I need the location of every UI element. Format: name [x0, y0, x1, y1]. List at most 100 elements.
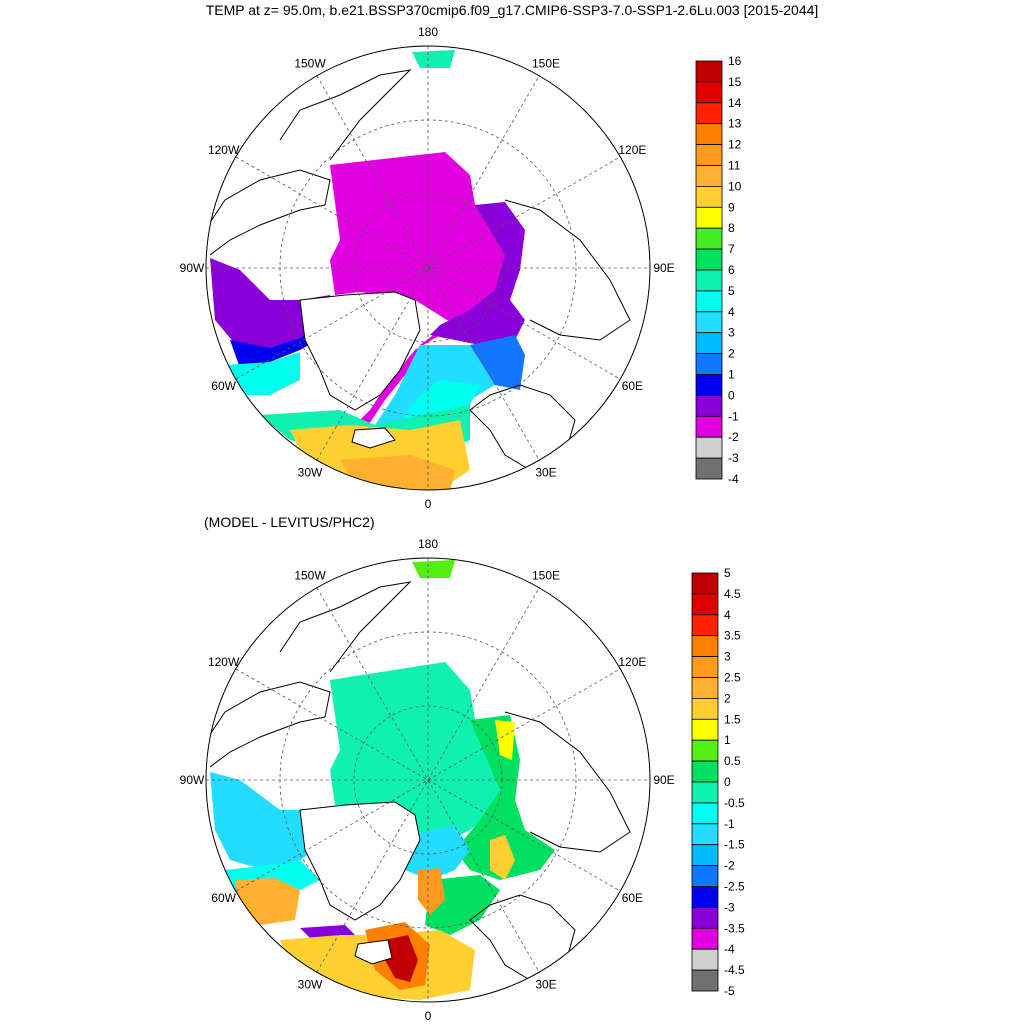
colorbar-swatch	[695, 102, 723, 125]
colorbar-swatch	[691, 572, 719, 595]
top-map-longitude-labels: 180 150E 120E 90E 60E 30E 0 30W 60W 90W 120W 150W	[180, 25, 675, 511]
colorbar-tick-label: 8	[728, 221, 735, 235]
iceland-outline-bottom	[354, 939, 393, 965]
colorbar-tick-label: -1	[724, 817, 735, 831]
colorbar-tick-label: -1	[728, 409, 739, 423]
colorbar-tick-label: -2	[724, 859, 735, 873]
colorbar-tick-label: 1	[728, 368, 735, 382]
colorbar-swatch	[691, 656, 719, 678]
top-map-fields	[206, 50, 631, 490]
colorbar-tick-label: 9	[728, 200, 735, 214]
colorbar-swatch	[691, 614, 719, 637]
colorbar-tick-label: -3.5	[724, 921, 745, 935]
colorbar-swatch	[691, 781, 719, 804]
longitude-label: 60W	[211, 891, 236, 905]
colorbar-tick-label: -3	[724, 900, 735, 914]
greenland-outline	[299, 291, 421, 411]
colorbar-swatch	[695, 353, 723, 375]
colorbar-swatch	[691, 865, 719, 887]
kara-warm-field	[490, 835, 515, 880]
longitude-label: 150E	[532, 569, 560, 583]
colorbar-tick-label: 15	[728, 75, 742, 89]
colorbar-tick-label: 1.5	[724, 712, 741, 726]
colorbar-swatch	[691, 948, 719, 971]
colorbar-swatch	[695, 227, 723, 250]
longitude-label: 150W	[294, 569, 326, 583]
longitude-label: 30E	[535, 977, 556, 991]
colorbar-tick-label: 12	[728, 138, 742, 152]
colorbar-swatch	[695, 144, 723, 166]
scandinavia-outline-bottom	[469, 894, 576, 981]
longitude-label: 60W	[211, 379, 236, 393]
siberia-coast-outline	[504, 199, 631, 341]
longitude-label: 120E	[618, 655, 646, 669]
baffin-bay-diff-field	[210, 772, 335, 870]
bottom-map-longitude-labels: 180 150E 120E 90E 60E 30E 0 30W 60W 90W 120W 150W	[180, 537, 675, 1023]
longitude-label: 90E	[653, 261, 674, 275]
gulf-stream-core	[385, 935, 418, 982]
colorbar-swatch	[695, 165, 723, 187]
longitude-label: 90W	[180, 773, 205, 787]
alaska-outline-bottom	[279, 581, 412, 673]
colorbar-tick-label: 5	[724, 566, 731, 580]
colorbar-swatch	[691, 760, 719, 783]
colorbar-tick-label: 3	[724, 650, 731, 664]
colorbar-swatch	[695, 206, 723, 229]
nordic-seas-inner	[400, 380, 480, 422]
longitude-label: 120W	[208, 655, 240, 669]
bottom-map-graticule	[206, 558, 650, 1002]
colorbar-swatch	[695, 457, 723, 480]
colorbar-swatch	[695, 415, 723, 438]
colorbar-tick-label: 11	[728, 159, 741, 173]
colorbar-tick-label: 0	[724, 775, 731, 789]
colorbar-tick-label: 1	[724, 733, 731, 747]
labrador-sea-cold-strip	[230, 318, 335, 368]
longitude-label: 60E	[622, 891, 643, 905]
colorbar-swatch	[695, 290, 723, 313]
top-polar-map: 180 150E 120E 90E 60E 30E 0 30W 60W 90W 120W 150W	[180, 25, 675, 511]
colorbar-swatch	[691, 907, 719, 929]
iceland-outline	[351, 427, 396, 449]
colorbar-tick-label: 10	[728, 179, 742, 193]
colorbar-swatch	[695, 436, 723, 459]
longitude-label: 120W	[208, 143, 240, 157]
scandinavia-outline	[469, 384, 576, 471]
longitude-label: 120E	[618, 143, 646, 157]
colorbar-tick-label: 2	[728, 347, 735, 361]
colorbar-swatch	[695, 374, 723, 396]
colorbar-tick-label: -4.5	[724, 963, 745, 977]
longitude-label: 180	[418, 25, 438, 39]
colorbar-tick-label: -5	[724, 984, 735, 998]
colorbar-tick-label: 7	[728, 242, 735, 256]
norwegian-hot-spot	[418, 868, 445, 915]
colorbar-tick-label: -0.5	[724, 796, 745, 810]
longitude-label: 150E	[532, 57, 560, 71]
colorbar-tick-label: 13	[728, 117, 742, 131]
colorbar-swatch	[691, 886, 719, 908]
alaska-outline	[279, 69, 412, 161]
bottom-colorbar: 5 4.5 4 3.5 3 2.5 2 1.5 1 0.5 0 -0.5 -1 -1.5 -2 -2.5 -3 -…	[691, 566, 745, 998]
colorbar-swatch	[695, 60, 723, 83]
longitude-label: 30W	[298, 977, 323, 991]
colorbar-swatch	[691, 802, 719, 825]
laptev-warm-field	[495, 720, 515, 760]
colorbar-tick-label: 2	[724, 691, 731, 705]
longitude-label: 180	[418, 537, 438, 551]
colorbar-tick-label: -2.5	[724, 880, 745, 894]
figure-title: TEMP at z= 95.0m, b.e21.BSSP370cmip6.f09…	[205, 2, 819, 18]
colorbar-tick-label: 16	[728, 54, 742, 68]
canada-coast-outline-bottom	[206, 681, 331, 768]
norwegian-sea-diff-field	[425, 875, 500, 935]
siberian-shelf-diff-field	[455, 715, 555, 880]
bottom-map-boundary	[205, 557, 651, 1003]
siberia-coast-outline-bottom	[504, 711, 631, 853]
colorbar-tick-label: 6	[728, 263, 735, 277]
labrador-sea-field	[225, 352, 300, 395]
colorbar-swatch	[695, 248, 723, 271]
colorbar-tick-label: 4	[724, 608, 731, 622]
colorbar-tick-label: 4.5	[724, 587, 741, 601]
colorbar-swatch	[695, 123, 723, 145]
colorbar-swatch	[695, 394, 723, 417]
